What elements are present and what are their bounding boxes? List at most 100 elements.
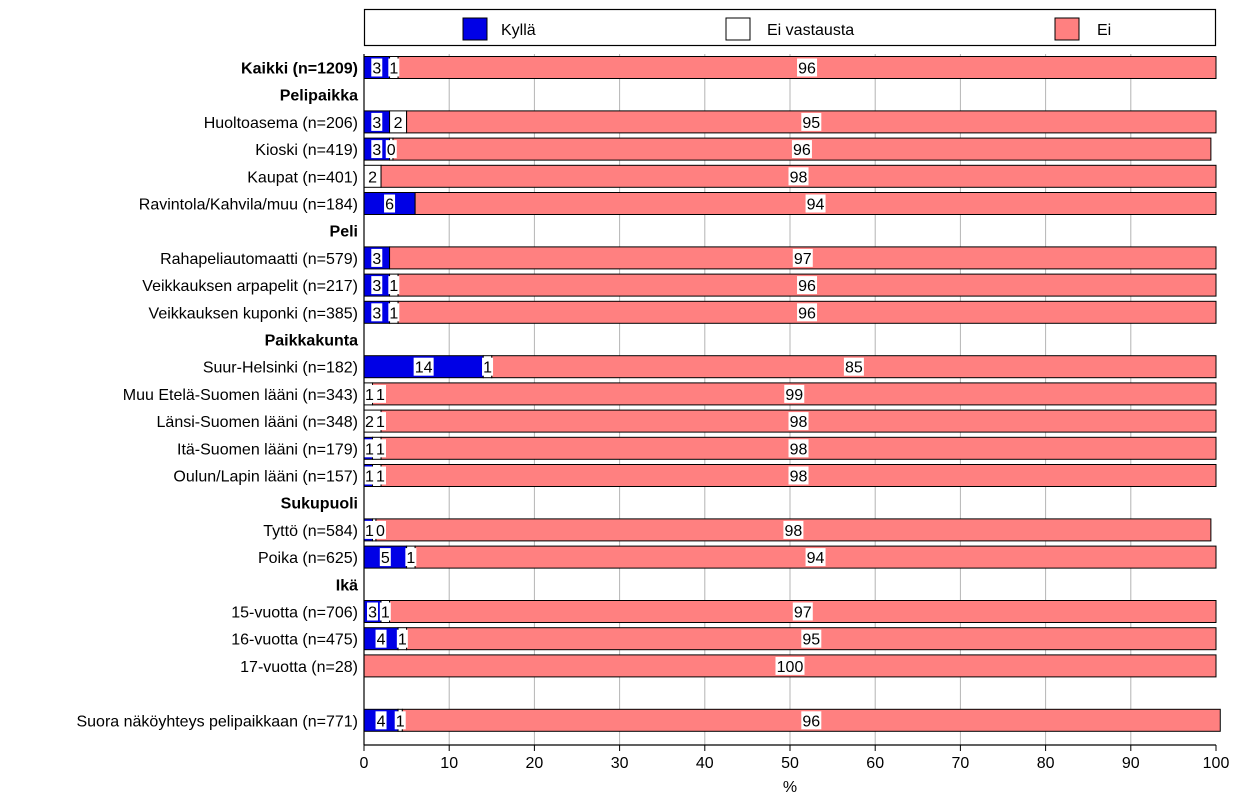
data-label: 96 <box>802 713 820 730</box>
data-label-bg <box>375 711 387 730</box>
data-label-bg <box>364 520 375 539</box>
data-label: 2 <box>368 169 377 186</box>
data-label-bg <box>396 629 408 648</box>
data-label: 98 <box>790 414 808 431</box>
data-label: 96 <box>793 142 811 159</box>
data-label: 2 <box>394 115 403 132</box>
x-tick-label: 30 <box>611 755 629 772</box>
data-label: 6 <box>385 197 394 214</box>
data-label: 1 <box>389 61 398 78</box>
data-label-bg <box>375 412 386 431</box>
x-tick-label: 80 <box>1037 755 1055 772</box>
row-label: Suora näköyhteys pelipaikkaan (n=771) <box>76 713 358 730</box>
row-label: Suur-Helsinki (n=182) <box>203 360 358 377</box>
data-label: 1 <box>406 550 415 567</box>
data-label-bg <box>385 140 397 159</box>
data-label-bg <box>375 439 386 458</box>
data-label-bg <box>392 112 404 131</box>
data-label-bg <box>801 629 822 648</box>
section-header: Peli <box>330 224 358 241</box>
data-label: 1 <box>365 469 374 486</box>
data-label: 3 <box>372 251 381 268</box>
x-axis: % 0 10 20 30 40 50 60 70 80 90 100 <box>360 54 1230 796</box>
x-axis-title: % <box>783 779 797 796</box>
data-label: 2 <box>365 414 374 431</box>
data-label-bg <box>364 384 375 403</box>
row-label: Kaupat (n=401) <box>247 169 358 186</box>
data-label: 4 <box>377 713 386 730</box>
legend-swatch-ei <box>1054 17 1080 41</box>
data-label-bg <box>371 248 383 267</box>
data-label-bg <box>788 439 809 458</box>
data-label: 0 <box>376 523 385 540</box>
row-label: Kioski (n=419) <box>255 142 358 159</box>
x-tick-label: 100 <box>1203 755 1230 772</box>
data-label: 14 <box>415 360 433 377</box>
data-label-bg <box>843 357 864 376</box>
data-label: 98 <box>790 441 808 458</box>
data-label: 95 <box>802 115 820 132</box>
data-label: 94 <box>807 197 825 214</box>
data-label: 94 <box>807 550 825 567</box>
data-label-bg <box>801 711 822 730</box>
x-tick-label: 90 <box>1122 755 1140 772</box>
data-label: 1 <box>483 360 492 377</box>
data-label: 5 <box>381 550 390 567</box>
data-label-bg <box>788 466 809 485</box>
data-label-bg <box>375 520 386 539</box>
data-label: 1 <box>381 605 390 622</box>
data-label: 4 <box>377 632 386 649</box>
data-label-bg <box>375 629 387 648</box>
legend-label-ei: Ei <box>1097 22 1111 39</box>
data-label: 1 <box>389 305 398 322</box>
data-label-bg <box>364 466 375 485</box>
data-label-bg <box>797 58 818 77</box>
data-label-bg <box>801 112 822 131</box>
row-label: Länsi-Suomen lääni (n=348) <box>157 414 358 431</box>
x-tick-label: 40 <box>696 755 714 772</box>
x-tick-label: 10 <box>440 755 458 772</box>
data-label: 3 <box>372 115 381 132</box>
data-label: 1 <box>365 523 374 540</box>
data-label-bg <box>788 167 809 186</box>
data-label: 1 <box>396 713 405 730</box>
data-label: 98 <box>785 523 803 540</box>
data-label-bg <box>367 167 379 186</box>
data-label: 1 <box>376 469 385 486</box>
data-label: 1 <box>398 632 407 649</box>
section-header: Sukupuoli <box>281 496 358 513</box>
x-tick-label: 70 <box>952 755 970 772</box>
data-label-bg <box>805 548 826 567</box>
section-header: Pelipaikka <box>280 88 358 105</box>
data-label: 1 <box>389 278 398 295</box>
data-label: 85 <box>845 360 863 377</box>
data-label: 3 <box>372 305 381 322</box>
data-label: 100 <box>777 659 804 676</box>
data-label: 0 <box>387 142 396 159</box>
data-label: 1 <box>365 387 374 404</box>
data-label: 1 <box>376 387 385 404</box>
row-label: 17-vuotta (n=28) <box>240 659 358 676</box>
data-label-bg <box>788 412 809 431</box>
section-header: Ikä <box>336 577 358 594</box>
data-label: 3 <box>368 605 377 622</box>
data-label-bg <box>371 112 383 131</box>
data-label-bg <box>783 520 804 539</box>
data-label-bg <box>364 439 375 458</box>
data-label-bg <box>364 412 375 431</box>
row-label: Poika (n=625) <box>258 550 358 567</box>
section-header: Paikkakunta <box>265 333 358 350</box>
row-label: Ravintola/Kahvila/muu (n=184) <box>139 197 358 214</box>
data-label-bg <box>375 466 386 485</box>
data-label-bg <box>371 276 383 295</box>
data-label-bg <box>388 303 400 322</box>
data-label: 1 <box>376 414 385 431</box>
data-label-bg <box>792 248 813 267</box>
data-label-bg <box>791 140 812 159</box>
row-label: Oulun/Lapin lääni (n=157) <box>173 469 358 486</box>
legend-swatch-kylla <box>462 17 488 41</box>
x-tick-label: 20 <box>526 755 544 772</box>
data-label-bg <box>384 194 396 213</box>
data-label: 96 <box>798 61 816 78</box>
